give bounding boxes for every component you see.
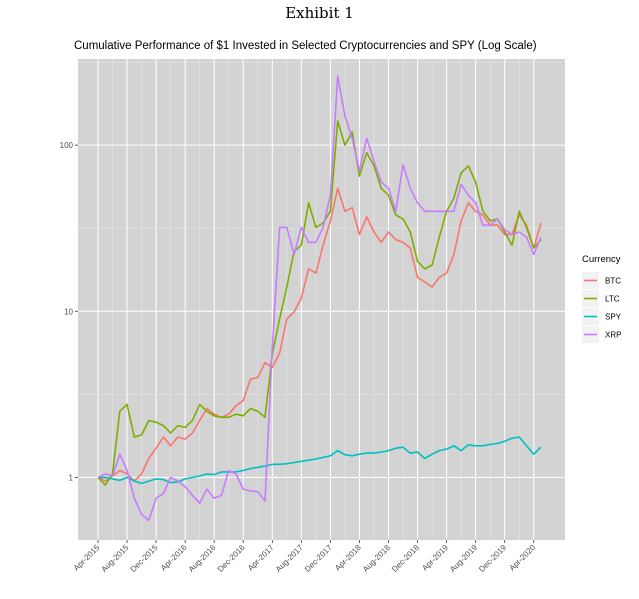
legend-label-btc: BTC <box>605 277 621 286</box>
plot-panel <box>78 59 565 540</box>
series-line-btc <box>97 187 542 482</box>
x-tick-label: Apr-2016 <box>159 543 189 573</box>
minor-gridlines <box>78 59 565 540</box>
y-tick-label: 10 <box>64 307 73 316</box>
x-tick-label: Apr-2015 <box>72 543 102 573</box>
y-axis-ticks: 1 10 100 <box>60 141 78 482</box>
x-tick-label: Aug-2018 <box>361 543 392 574</box>
x-tick-label: Aug-2019 <box>448 543 479 574</box>
x-tick-label: Dec-2019 <box>477 543 508 574</box>
x-tick-label: Apr-2017 <box>246 543 276 573</box>
x-tick-label: Dec-2015 <box>129 543 160 574</box>
legend-label-spy: SPY <box>605 313 622 322</box>
series-line-xrp <box>97 75 542 522</box>
series-layer <box>97 75 542 522</box>
x-tick-label: Aug-2016 <box>187 543 218 574</box>
x-tick-label: Aug-2017 <box>274 543 305 574</box>
x-tick-label: Apr-2019 <box>420 543 450 573</box>
legend-label-xrp: XRP <box>605 331 621 340</box>
chart-title: Cumulative Performance of $1 Invested in… <box>74 40 537 52</box>
legend-label-ltc: LTC <box>605 295 620 304</box>
y-tick-label: 100 <box>60 141 74 150</box>
x-tick-label: Dec-2018 <box>390 543 421 574</box>
x-tick-label: Dec-2016 <box>216 543 247 574</box>
y-tick-label: 1 <box>69 473 74 482</box>
series-line-spy <box>98 436 542 485</box>
x-tick-label: Aug-2015 <box>100 543 131 574</box>
legend: Currency BTC LTC SPY XRP <box>582 254 622 343</box>
series-line-ltc <box>97 120 542 486</box>
exhibit-label: Exhibit 1 <box>285 4 354 22</box>
legend-title: Currency <box>582 254 621 265</box>
x-tick-label: Apr-2018 <box>333 543 363 573</box>
x-tick-label: Apr-2020 <box>508 543 538 573</box>
x-tick-label: Dec-2017 <box>303 543 334 574</box>
